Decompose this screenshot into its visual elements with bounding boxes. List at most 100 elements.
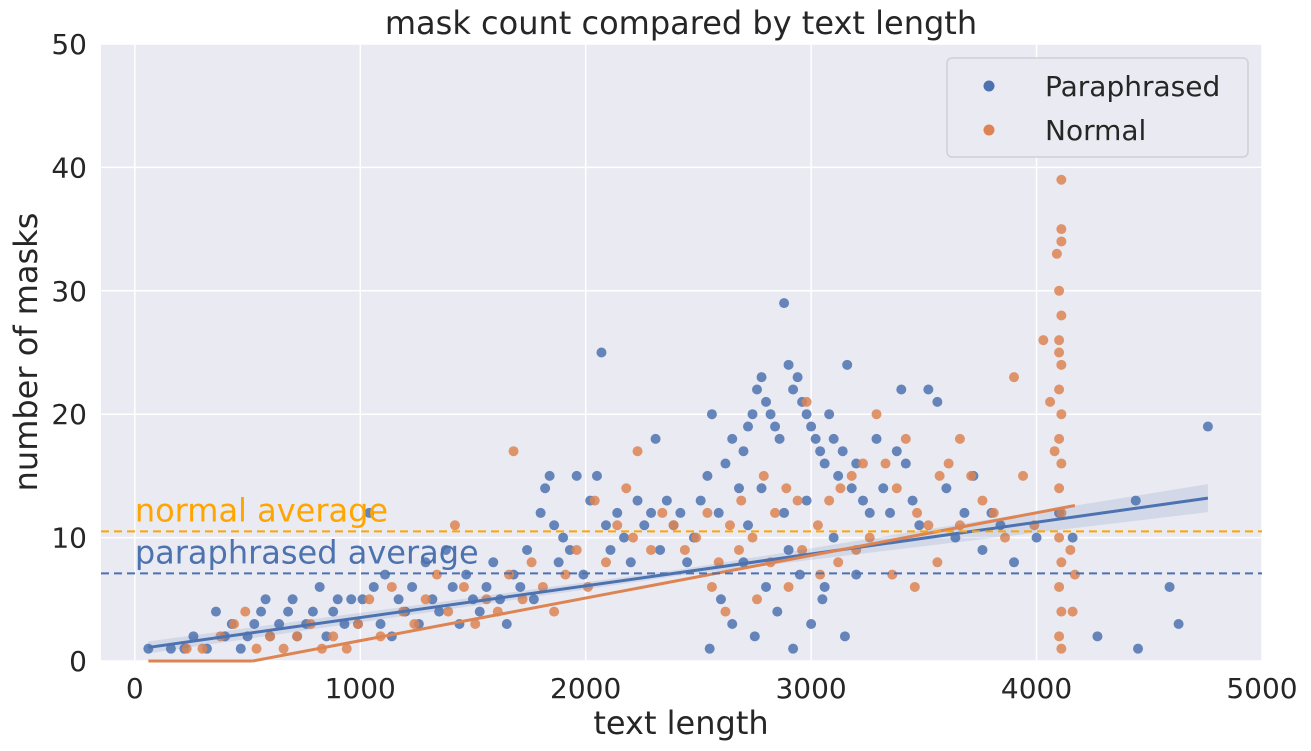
point-paraphrased-3 <box>188 631 199 642</box>
point-paraphrased-137 <box>1092 631 1103 642</box>
point-paraphrased-62 <box>578 569 589 580</box>
point-normal-104 <box>1069 569 1080 580</box>
point-normal-4 <box>240 606 251 617</box>
point-paraphrased-117 <box>878 483 889 494</box>
x-tick-label-5: 5000 <box>1226 672 1297 705</box>
point-paraphrased-149 <box>783 544 794 555</box>
point-paraphrased-155 <box>851 569 862 580</box>
point-paraphrased-35 <box>407 581 418 592</box>
point-normal-13 <box>352 618 363 629</box>
point-paraphrased-153 <box>828 532 839 543</box>
point-normal-67 <box>923 520 934 531</box>
point-paraphrased-112 <box>846 483 857 494</box>
point-normal-87 <box>1056 310 1067 321</box>
point-paraphrased-133 <box>1009 557 1020 568</box>
point-paraphrased-142 <box>1202 421 1213 432</box>
point-normal-62 <box>871 409 882 420</box>
point-normal-84 <box>1056 224 1067 235</box>
point-paraphrased-144 <box>727 618 738 629</box>
point-paraphrased-51 <box>515 581 526 592</box>
point-normal-57 <box>812 520 823 531</box>
point-paraphrased-106 <box>819 458 830 469</box>
point-normal-56 <box>801 396 812 407</box>
point-paraphrased-57 <box>549 520 560 531</box>
point-normal-85 <box>1056 236 1067 247</box>
point-normal-53 <box>770 507 781 518</box>
point-normal-105 <box>706 581 717 592</box>
point-normal-94 <box>1054 483 1065 494</box>
point-normal-12 <box>341 643 352 654</box>
point-paraphrased-54 <box>535 507 546 518</box>
point-paraphrased-30 <box>375 618 386 629</box>
grid-lines <box>101 43 1263 662</box>
point-paraphrased-52 <box>522 544 533 555</box>
series-normal <box>181 174 1080 654</box>
point-paraphrased-116 <box>871 433 882 444</box>
point-paraphrased-98 <box>783 359 794 370</box>
point-normal-33 <box>560 569 571 580</box>
x-tick-label-1: 1000 <box>325 672 396 705</box>
point-paraphrased-69 <box>619 532 630 543</box>
point-normal-112 <box>815 569 826 580</box>
point-paraphrased-91 <box>752 384 763 395</box>
point-normal-96 <box>1054 532 1065 543</box>
x-axis-title: text length <box>593 704 768 742</box>
point-paraphrased-75 <box>655 544 666 555</box>
point-normal-29 <box>517 594 528 605</box>
point-normal-27 <box>504 569 515 580</box>
point-normal-88 <box>1054 335 1065 346</box>
point-normal-48 <box>713 557 724 568</box>
point-paraphrased-15 <box>283 606 294 617</box>
point-paraphrased-143 <box>715 594 726 605</box>
point-paraphrased-28 <box>364 507 375 518</box>
point-normal-107 <box>733 544 744 555</box>
point-paraphrased-82 <box>702 470 713 481</box>
point-paraphrased-118 <box>885 507 896 518</box>
x-tick-label-0: 0 <box>126 672 144 705</box>
point-normal-91 <box>1056 409 1067 420</box>
point-paraphrased-56 <box>544 470 555 481</box>
x-tick-label-2: 2000 <box>550 672 621 705</box>
point-paraphrased-73 <box>646 507 657 518</box>
point-paraphrased-119 <box>891 446 902 457</box>
point-paraphrased-85 <box>720 458 731 469</box>
point-paraphrased-11 <box>256 606 267 617</box>
point-paraphrased-130 <box>977 544 988 555</box>
point-paraphrased-23 <box>332 594 343 605</box>
point-paraphrased-5 <box>210 606 221 617</box>
y-tick-label-0: 0 <box>69 645 87 678</box>
point-normal-83 <box>1056 174 1067 185</box>
point-paraphrased-10 <box>249 618 260 629</box>
point-normal-23 <box>458 581 469 592</box>
point-paraphrased-125 <box>932 396 943 407</box>
point-normal-52 <box>758 470 769 481</box>
point-paraphrased-139 <box>1133 643 1144 654</box>
point-paraphrased-160 <box>819 581 830 592</box>
point-paraphrased-146 <box>749 631 760 642</box>
point-paraphrased-120 <box>896 384 907 395</box>
point-paraphrased-124 <box>923 384 934 395</box>
point-normal-21 <box>443 606 454 617</box>
point-normal-79 <box>1045 396 1056 407</box>
reference-label-0: normal average <box>135 491 388 529</box>
point-paraphrased-162 <box>801 495 812 506</box>
point-normal-41 <box>632 446 643 457</box>
point-paraphrased-65 <box>596 347 607 358</box>
point-normal-72 <box>977 495 988 506</box>
point-paraphrased-99 <box>788 384 799 395</box>
point-paraphrased-8 <box>235 643 246 654</box>
point-paraphrased-58 <box>553 557 564 568</box>
reference-lines: normal average paraphrased average <box>101 491 1262 575</box>
point-normal-60 <box>846 470 857 481</box>
point-normal-55 <box>792 495 803 506</box>
y-axis-title: number of masks <box>7 213 45 492</box>
point-paraphrased-25 <box>346 594 357 605</box>
point-normal-82 <box>1054 347 1065 358</box>
x-tick-label-3: 3000 <box>775 672 846 705</box>
point-normal-73 <box>988 507 999 518</box>
point-paraphrased-108 <box>828 433 839 444</box>
point-normal-78 <box>1038 335 1049 346</box>
y-tick-label-5: 50 <box>51 28 87 61</box>
point-normal-40 <box>628 532 639 543</box>
point-paraphrased-47 <box>488 557 499 568</box>
